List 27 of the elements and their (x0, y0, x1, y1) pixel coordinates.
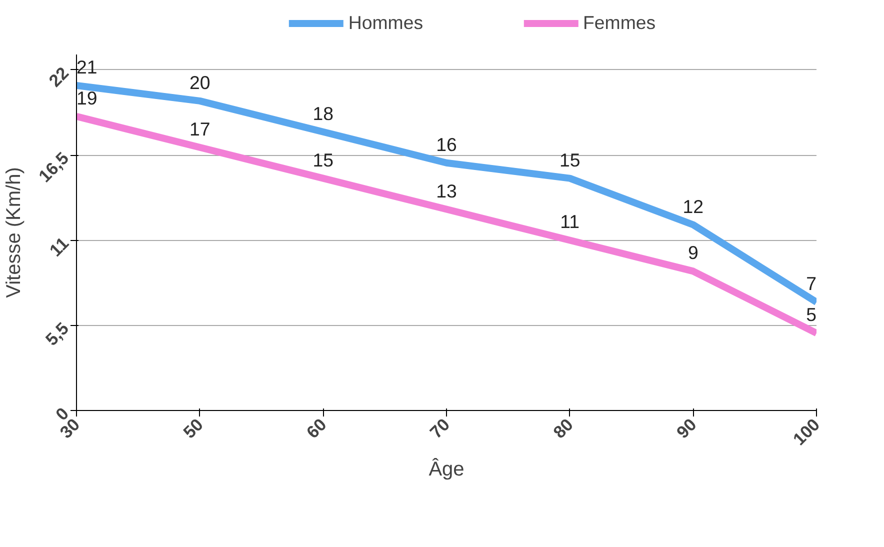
x-tick-label: 90 (672, 414, 700, 442)
x-axis-title: Âge (428, 457, 464, 480)
data-label: 21 (76, 56, 98, 78)
data-label: 7 (806, 273, 817, 294)
legend-label: Femmes (583, 12, 656, 34)
data-label: 20 (189, 72, 210, 93)
data-label: 15 (312, 149, 334, 170)
y-axis-title: Vitesse (Km/h) (3, 167, 26, 298)
data-label: 18 (312, 102, 334, 124)
x-tick-label: 70 (426, 414, 454, 442)
x-tick-label: 50 (179, 414, 207, 442)
data-label: 9 (688, 242, 698, 264)
legend-label: Hommes (348, 12, 424, 34)
data-label: 13 (436, 180, 457, 202)
data-label: 12 (682, 196, 704, 217)
data-label: 15 (559, 149, 580, 170)
data-label: 5 (806, 304, 817, 326)
y-tick-label: 11 (45, 232, 73, 260)
x-tick-label: 60 (302, 414, 330, 442)
data-label: 16 (436, 134, 457, 155)
x-tick-label: 100 (788, 414, 824, 450)
y-tick-label: 5,5 (41, 318, 73, 350)
data-label: 19 (76, 87, 98, 108)
x-tick-label: 80 (549, 414, 577, 442)
y-tick-label: 22 (44, 62, 73, 91)
data-label: 11 (560, 211, 580, 232)
data-label: 17 (189, 118, 210, 140)
